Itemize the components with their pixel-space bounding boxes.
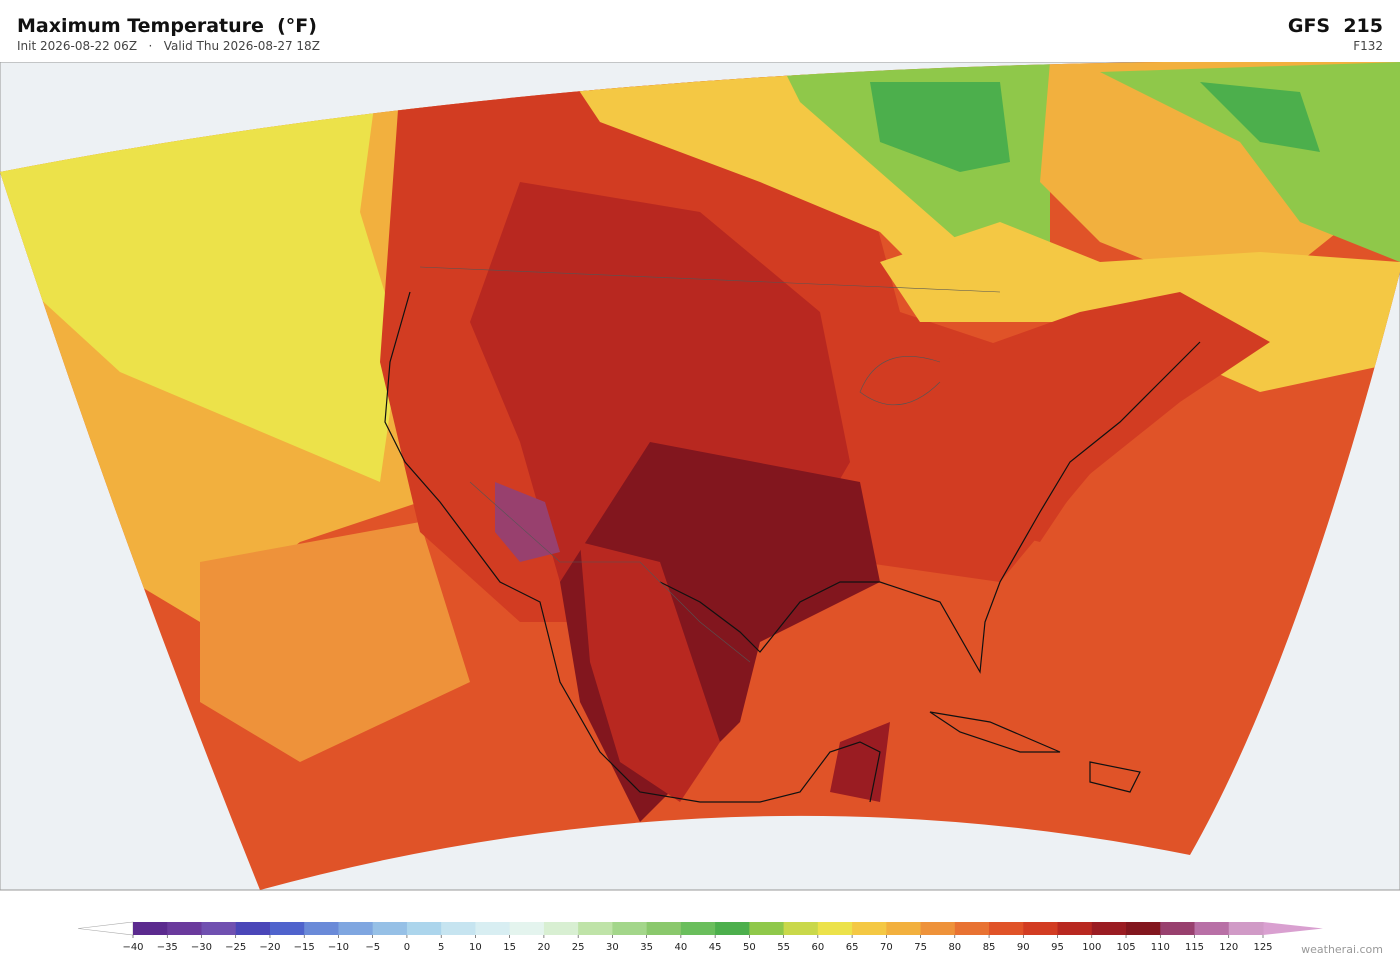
colorbar-over bbox=[1263, 922, 1323, 935]
colorbar-tick-label: 85 bbox=[983, 942, 996, 953]
colorbar-segment bbox=[680, 922, 716, 935]
colorbar-tick-label: 0 bbox=[404, 942, 410, 953]
colorbar-tick-label: 95 bbox=[1051, 942, 1064, 953]
temperature-field bbox=[0, 62, 1400, 890]
colorbar-segment bbox=[269, 922, 305, 935]
colorbar-segment bbox=[304, 922, 339, 935]
colorbar-segment bbox=[612, 922, 648, 935]
colorbar-segment bbox=[783, 922, 819, 935]
colorbar-tick-label: 70 bbox=[880, 942, 893, 953]
colorbar-tick-label: −40 bbox=[122, 942, 143, 953]
colorbar-tick-label: 55 bbox=[777, 942, 790, 953]
valid-time: Valid Thu 2026-08-27 18Z bbox=[163, 39, 320, 53]
colorbar-segment bbox=[372, 922, 408, 935]
colorbar-tick-label: 125 bbox=[1253, 942, 1272, 953]
separator: · bbox=[148, 39, 153, 53]
colorbar-segment bbox=[406, 922, 442, 935]
credit: weatherai.com bbox=[1301, 943, 1383, 956]
colorbar-tick-label: −5 bbox=[365, 942, 380, 953]
colorbar-tick-label: 65 bbox=[846, 942, 859, 953]
colorbar-tick-label: 20 bbox=[538, 942, 551, 953]
colorbar-segment bbox=[1194, 922, 1230, 935]
colorbar-segment bbox=[475, 922, 511, 935]
colorbar-segment bbox=[441, 922, 476, 935]
colorbar-segment bbox=[338, 922, 374, 935]
colorbar-tick-label: 30 bbox=[606, 942, 619, 953]
colorbar-segment bbox=[715, 922, 750, 935]
colorbar-tick-label: 35 bbox=[640, 942, 653, 953]
colorbar-tick-label: 50 bbox=[743, 942, 756, 953]
colorbar-segment bbox=[235, 922, 271, 935]
colorbar-tick-label: 120 bbox=[1219, 942, 1238, 953]
colorbar-tick-label: 90 bbox=[1017, 942, 1030, 953]
borders bbox=[419, 266, 1001, 663]
colorbar-tick-label: 40 bbox=[675, 942, 688, 953]
colorbar-tick-label: −25 bbox=[225, 942, 246, 953]
colorbar-segment bbox=[543, 922, 579, 935]
colorbar-segment bbox=[1091, 922, 1127, 935]
colorbar-tick-label: 15 bbox=[503, 942, 516, 953]
colorbar-segment bbox=[578, 922, 613, 935]
colorbar-tick-label: 75 bbox=[914, 942, 927, 953]
colorbar-segment bbox=[133, 922, 168, 935]
colorbar-segment bbox=[817, 922, 853, 935]
colorbar-tick-label: 80 bbox=[948, 942, 961, 953]
colorbar-segment bbox=[1126, 922, 1161, 935]
colorbar-tick-label: −10 bbox=[328, 942, 349, 953]
colorbar-tick-label: 60 bbox=[811, 942, 824, 953]
colorbar-tick-label: 45 bbox=[709, 942, 722, 953]
colorbar-tick-label: −15 bbox=[294, 942, 315, 953]
colorbar: −40 −35 −30 −25 −20 −15 −10 −5 0 5 10 15 20 25 30 35 40 4… bbox=[77, 921, 1323, 953]
colorbar-segment bbox=[201, 922, 237, 935]
colorbar-tick-label: −35 bbox=[157, 942, 178, 953]
colorbar-segment bbox=[646, 922, 682, 935]
colorbar-segment bbox=[989, 922, 1024, 935]
colorbar-under bbox=[77, 921, 134, 936]
model-name: GFS 215 bbox=[1287, 15, 1383, 37]
colorbar-tick-label: 100 bbox=[1082, 942, 1101, 953]
colorbar-tick-label: 110 bbox=[1151, 942, 1170, 953]
colorbar-segment bbox=[886, 922, 922, 935]
colorbar-segment bbox=[920, 922, 956, 935]
init-time: Init 2026-08-22 06Z bbox=[17, 39, 138, 53]
colorbar-segment bbox=[1160, 922, 1196, 935]
colorbar-segment bbox=[954, 922, 990, 935]
colorbar-segment bbox=[1228, 922, 1264, 935]
forecast-hour: F132 bbox=[1353, 39, 1383, 53]
colorbar-tick-label: 25 bbox=[572, 942, 585, 953]
coastlines bbox=[384, 291, 1201, 803]
map bbox=[0, 62, 1400, 891]
colorbar-segment bbox=[167, 922, 202, 935]
colorbar-tick-label: −20 bbox=[259, 942, 280, 953]
colorbar-segment bbox=[1023, 922, 1059, 935]
colorbar-tick-label: 105 bbox=[1116, 942, 1135, 953]
colorbar-tick-label: −30 bbox=[191, 942, 212, 953]
map-title: Maximum Temperature (°F) bbox=[17, 15, 317, 37]
subtitle: Init 2026-08-22 06Z · Valid Thu 2026-08-… bbox=[17, 39, 320, 53]
colorbar-tick-label: 10 bbox=[469, 942, 482, 953]
colorbar-segment bbox=[1057, 922, 1093, 935]
colorbar-segment bbox=[749, 922, 785, 935]
colorbar-segment bbox=[852, 922, 887, 935]
colorbar-tick-label: 115 bbox=[1185, 942, 1204, 953]
colorbar-segment bbox=[509, 922, 545, 935]
colorbar-tick-label: 5 bbox=[438, 942, 444, 953]
